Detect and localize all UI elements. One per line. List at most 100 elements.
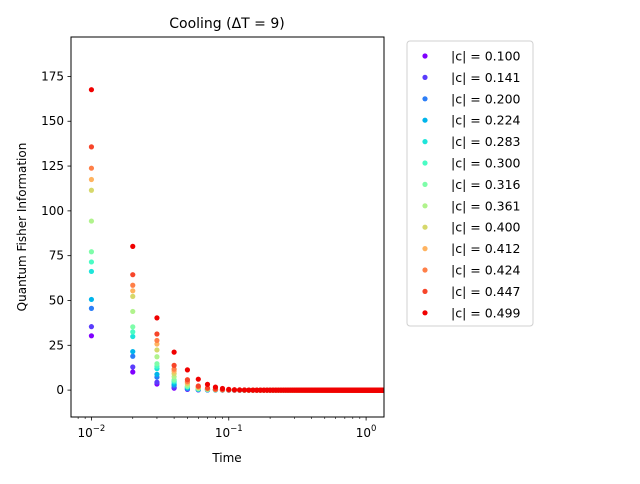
data-point <box>254 387 260 393</box>
data-point <box>154 337 160 344</box>
data-point <box>184 367 191 373</box>
x-axis-label: Time <box>211 451 241 465</box>
legend-marker <box>422 139 428 145</box>
data-point <box>88 268 95 275</box>
legend-marker <box>422 96 428 102</box>
data-point <box>130 348 136 355</box>
series-13 <box>88 87 384 393</box>
data-point <box>130 353 136 359</box>
data-point <box>130 282 136 288</box>
chart-title: Cooling (ΔT = 9) <box>169 16 285 32</box>
y-axis-label: Quantum Fisher Information <box>15 143 29 312</box>
legend-marker <box>422 181 428 187</box>
data-point <box>88 305 95 311</box>
data-point <box>219 385 226 392</box>
legend-marker <box>422 117 428 123</box>
y-tick-label: 125 <box>41 159 64 173</box>
data-point <box>246 387 252 393</box>
data-point <box>154 379 160 385</box>
data-point <box>130 272 136 278</box>
legend-label: |c| = 0.283 <box>451 134 521 149</box>
data-point <box>171 349 177 355</box>
legend-marker <box>422 203 428 209</box>
data-point <box>154 341 160 347</box>
x-axis: 10−2 10−1 100 <box>78 417 377 440</box>
legend-label: |c| = 0.499 <box>451 305 521 320</box>
legend-label: |c| = 0.224 <box>451 113 521 128</box>
x-tick-label: 100 <box>356 424 377 440</box>
plot-frame <box>70 36 385 418</box>
y-tick-label: 0 <box>56 383 64 397</box>
data-point <box>212 384 219 390</box>
x-tick-label: 10−1 <box>215 424 243 440</box>
data-point <box>88 259 95 265</box>
data-point <box>241 387 248 393</box>
legend-frame <box>406 40 534 327</box>
data-point <box>195 383 201 389</box>
y-tick-label: 75 <box>49 249 64 263</box>
data-point <box>130 364 136 370</box>
data-point <box>204 381 211 387</box>
data-point <box>88 333 95 339</box>
legend-marker <box>422 267 428 273</box>
legend-label: |c| = 0.447 <box>451 284 521 299</box>
data-point <box>88 165 95 171</box>
data-point <box>226 386 232 392</box>
y-tick-label: 25 <box>49 338 64 352</box>
legend-marker <box>422 310 428 316</box>
legend-label: |c| = 0.200 <box>451 91 521 106</box>
data-point <box>154 361 160 367</box>
data-point <box>130 369 136 375</box>
data-point <box>154 371 160 377</box>
data-point <box>88 218 95 224</box>
data-point <box>204 385 211 391</box>
data-point <box>88 87 95 93</box>
data-point <box>154 347 160 353</box>
legend-label: |c| = 0.300 <box>451 156 521 171</box>
legend-label: |c| = 0.100 <box>451 49 521 64</box>
data-point <box>130 243 136 249</box>
legend: |c| = 0.100 |c| = 0.141 |c| = 0.200 |c| = 0… <box>406 40 534 327</box>
data-point <box>154 354 160 360</box>
legend-marker <box>422 224 428 230</box>
data-point <box>88 187 95 193</box>
data-point <box>130 293 136 299</box>
data-point <box>130 324 136 330</box>
data-point <box>88 144 95 150</box>
legend-label: |c| = 0.141 <box>451 70 521 85</box>
legend-label: |c| = 0.412 <box>451 241 521 256</box>
x-tick-label: 10−2 <box>78 424 106 440</box>
data-point <box>88 324 95 330</box>
data-point <box>195 376 201 382</box>
data-point <box>130 333 136 340</box>
legend-label: |c| = 0.361 <box>451 198 521 213</box>
legend-label: |c| = 0.400 <box>451 220 521 235</box>
data-point <box>130 308 136 315</box>
y-axis: 0 25 50 75 100 125 150 175 <box>41 69 71 397</box>
y-tick-label: 100 <box>41 204 64 218</box>
y-tick-label: 150 <box>41 114 64 128</box>
data-point <box>171 366 177 372</box>
data-point <box>184 377 191 383</box>
data-point <box>88 176 95 183</box>
series-1 <box>88 333 384 393</box>
points-layer <box>88 87 384 393</box>
data-point <box>88 296 95 303</box>
data-point <box>88 249 95 255</box>
legend-label: |c| = 0.424 <box>451 263 521 278</box>
legend-marker <box>422 246 428 252</box>
legend-marker <box>422 53 428 59</box>
data-point <box>130 288 136 294</box>
y-tick-label: 175 <box>41 69 64 83</box>
data-point <box>130 329 136 335</box>
data-point <box>171 362 177 368</box>
y-tick-label: 50 <box>49 293 64 307</box>
data-point <box>154 331 160 337</box>
data-point <box>154 315 160 321</box>
data-point <box>237 387 243 393</box>
data-point <box>250 387 256 393</box>
legend-label: |c| = 0.316 <box>451 177 521 192</box>
data-point <box>381 387 384 393</box>
